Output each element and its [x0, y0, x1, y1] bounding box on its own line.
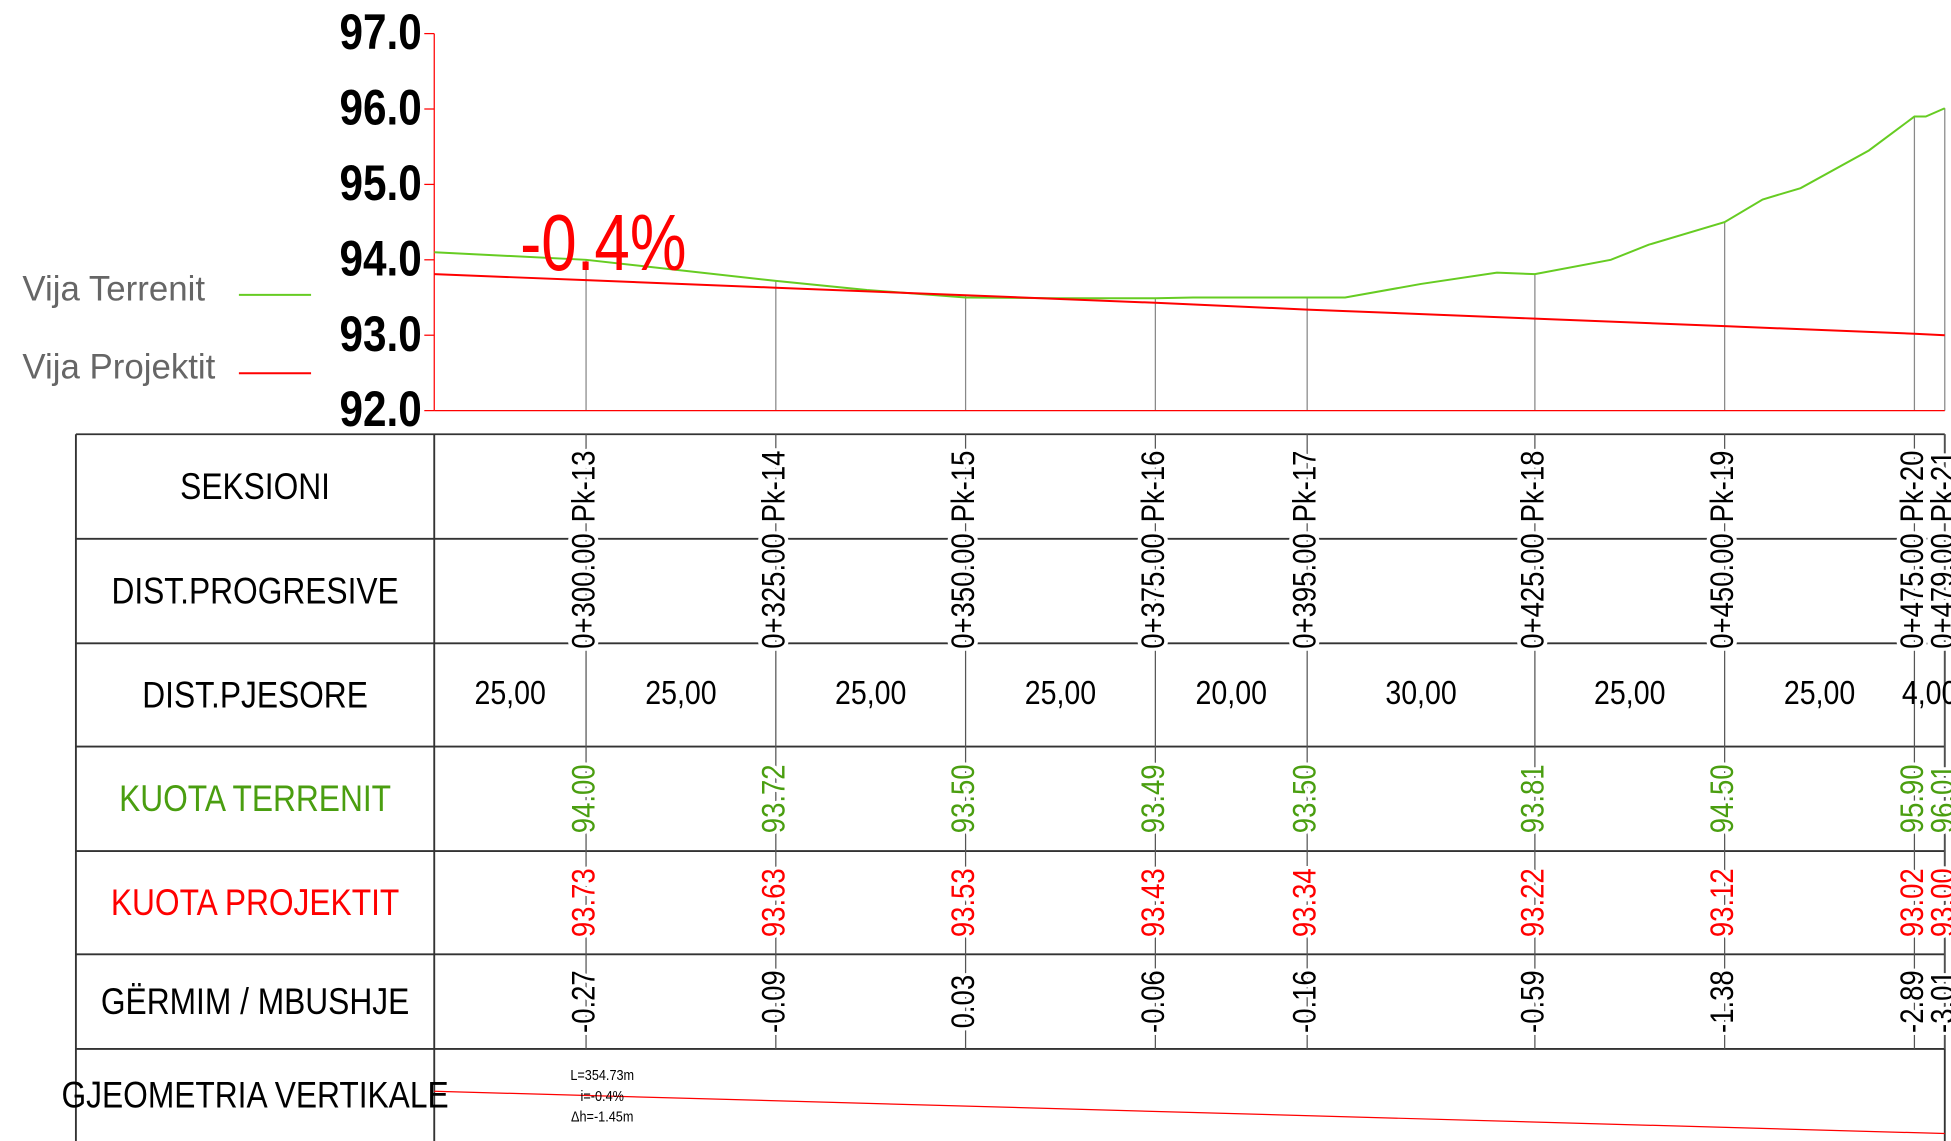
table-cell: 0+425.00: [1515, 533, 1551, 648]
y-tick-label: 93.0: [339, 306, 421, 362]
y-tick-label: 94.0: [339, 230, 421, 286]
table-cell: 0+300.00: [567, 533, 603, 648]
table-cell: -0.06: [1136, 970, 1172, 1033]
table-cell: 0+450.00: [1705, 533, 1741, 648]
table-cell: 94.50: [1705, 764, 1741, 833]
table-cell: Pk-13: [567, 451, 603, 523]
table-cell: 0+475.00: [1895, 533, 1931, 648]
table-cell: 25,00: [474, 674, 545, 712]
table-cell: 25,00: [1025, 674, 1096, 712]
table-cell: 93.02: [1895, 868, 1931, 937]
table-cell: 93.22: [1515, 868, 1551, 937]
table-cell: 0+325.00: [756, 533, 792, 648]
table-cell: -0.59: [1515, 970, 1551, 1033]
table-cell: 93.50: [946, 764, 982, 833]
table-cell: 93.34: [1288, 868, 1324, 937]
table-cell: 4,00: [1902, 674, 1951, 712]
table-cell: 93.73: [567, 868, 603, 937]
table-cell: 93.00: [1925, 868, 1951, 937]
row-label: GJEOMETRIA VERTIKALE: [62, 1075, 449, 1116]
table-cell: 30,00: [1385, 674, 1456, 712]
table-cell: Pk-20: [1895, 451, 1931, 523]
row-label: DIST.PJESORE: [142, 675, 368, 716]
table-cell: 0+395.00: [1288, 533, 1324, 648]
table-cell: Pk-14: [756, 451, 792, 523]
table-cell: Pk-16: [1136, 451, 1172, 523]
legend-label: Vija Projektit: [22, 348, 215, 387]
table-cell: Pk-17: [1288, 451, 1324, 523]
table-cell: -0.16: [1288, 970, 1324, 1033]
table-cell: 93.81: [1515, 764, 1551, 833]
table-cell: 95.90: [1895, 764, 1931, 833]
table-cell: 0+375.00: [1136, 533, 1172, 648]
y-tick-label: 92.0: [339, 381, 421, 437]
table-cell: 96.01: [1925, 764, 1951, 833]
table-cell: 93.50: [1288, 764, 1324, 833]
geometry-label: Δh=-1.45m: [571, 1107, 633, 1124]
row-label: KUOTA PROJEKTIT: [111, 883, 399, 924]
vertical-geometry-line: [434, 1090, 1945, 1135]
table-cell: Pk-19: [1705, 451, 1741, 523]
table-cell: 94.00: [567, 764, 603, 833]
table-cell: -3.01: [1925, 970, 1951, 1033]
table-cell: Pk-21: [1925, 451, 1951, 523]
row-label: DIST.PROGRESIVE: [111, 571, 398, 612]
table-cell: 25,00: [1784, 674, 1855, 712]
geometry-label: L=354.73m: [570, 1066, 634, 1083]
table-cell: -2.89: [1895, 970, 1931, 1033]
table-cell: Pk-15: [946, 451, 982, 523]
table-cell: Pk-18: [1515, 451, 1551, 523]
table-cell: 93.12: [1705, 868, 1741, 937]
row-label: KUOTA TERRENIT: [119, 779, 391, 820]
table-cell: 0.03: [946, 975, 982, 1029]
legend-label: Vija Terrenit: [22, 269, 205, 308]
table-cell: 93.49: [1136, 764, 1172, 833]
table-cell: -0.27: [567, 970, 603, 1033]
table-cell: 20,00: [1196, 674, 1267, 712]
table-cell: 93.53: [946, 868, 982, 937]
table-cell: 93.43: [1136, 868, 1172, 937]
row-label: GËRMIM / MBUSHJE: [101, 982, 409, 1023]
table-cell: 25,00: [1594, 674, 1665, 712]
y-tick-label: 95.0: [339, 155, 421, 211]
table-cell: 25,00: [645, 674, 716, 712]
table-cell: 0+479.00: [1925, 533, 1951, 648]
y-tick-label: 96.0: [339, 79, 421, 135]
table-cell: 93.72: [756, 764, 792, 833]
table-cell: -0.09: [756, 970, 792, 1033]
table-cell: 0+350.00: [946, 533, 982, 648]
table-cell: 93.63: [756, 868, 792, 937]
y-tick-label: 97.0: [339, 4, 421, 60]
series-line: [434, 273, 1945, 337]
row-label: SEKSIONI: [180, 467, 330, 508]
slope-annotation: -0.4%: [520, 199, 686, 287]
table-cell: 25,00: [835, 674, 906, 712]
table-cell: -1.38: [1705, 970, 1741, 1033]
geometry-label: i=-0.4%: [581, 1087, 624, 1104]
